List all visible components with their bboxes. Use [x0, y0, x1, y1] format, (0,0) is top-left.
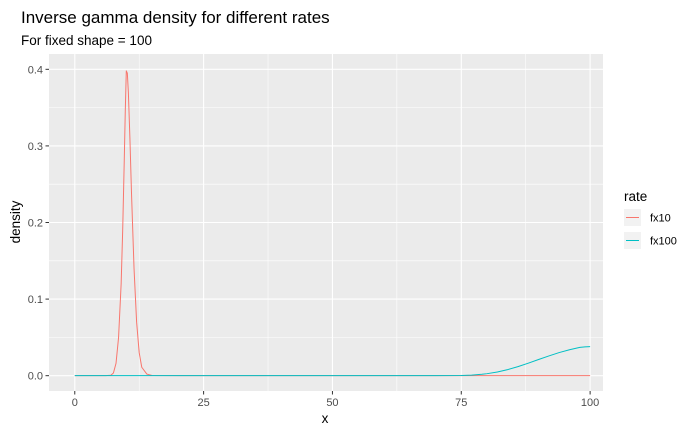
y-tick-label: 0.4: [28, 64, 43, 76]
series-line-fx10: [74, 70, 591, 377]
y-tick-label: 0.3: [28, 141, 43, 153]
y-axis: 0.0 0.1 0.2 0.3 0.4: [28, 64, 49, 383]
legend: rate fx10 fx100: [624, 189, 677, 249]
chart-subtitle: For fixed shape = 100: [21, 33, 152, 48]
y-axis-title: density: [8, 200, 23, 243]
x-tick-label: 75: [455, 397, 467, 409]
x-tick-label: 50: [326, 397, 338, 409]
y-tick-label: 0.2: [28, 218, 43, 230]
legend-title: rate: [624, 189, 647, 204]
y-tick-label: 0.0: [28, 371, 43, 383]
x-axis: 0 25 50 75 100: [72, 391, 599, 409]
legend-items: fx10 fx100: [624, 209, 677, 249]
x-tick-label: 0: [72, 397, 78, 409]
series-line-fx100: [74, 346, 591, 377]
series-layer: [74, 70, 591, 377]
x-tick-label: 25: [197, 397, 209, 409]
legend-label-fx100: fx100: [650, 236, 677, 248]
legend-label-fx10: fx10: [650, 213, 671, 225]
y-tick-label: 0.1: [28, 294, 43, 306]
x-axis-title: x: [322, 411, 329, 426]
chart-title: Inverse gamma density for different rate…: [21, 8, 330, 27]
x-tick-label: 100: [581, 397, 599, 409]
